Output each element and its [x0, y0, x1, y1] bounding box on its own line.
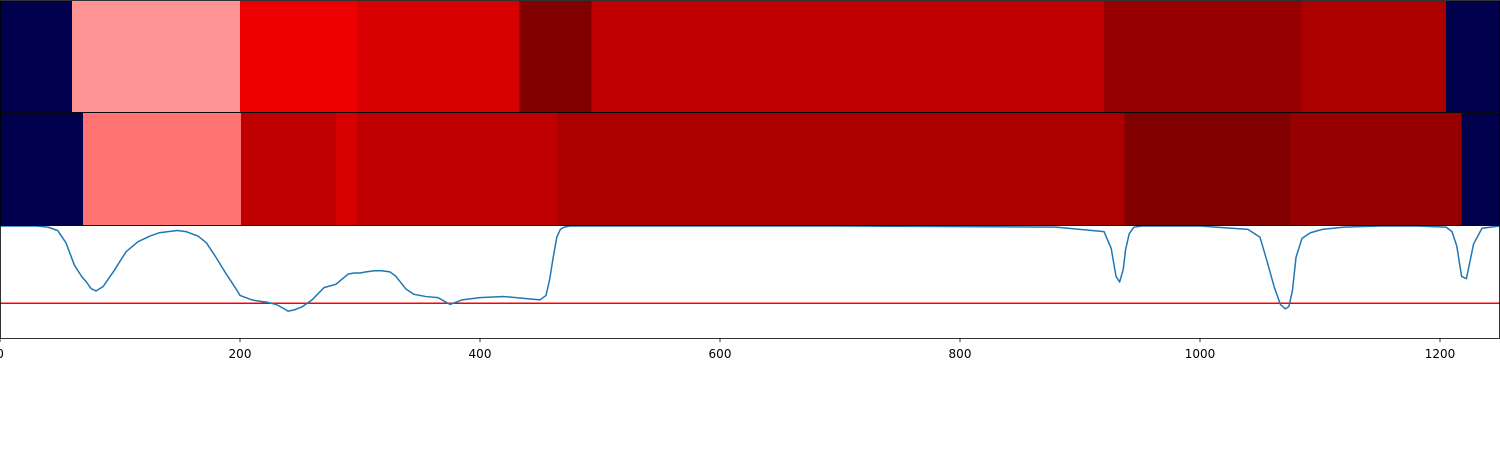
segment-row-top	[0, 1, 1500, 112]
x-tick-label-1000: 1000	[1185, 347, 1216, 361]
segment-0-3	[357, 1, 521, 112]
series-line	[0, 225, 1500, 312]
x-tick-label-200: 200	[229, 347, 252, 361]
line-panel-background	[0, 226, 1500, 338]
segment-1-8	[1461, 113, 1500, 225]
segment-0-2	[240, 1, 359, 112]
line-panel	[0, 225, 1500, 338]
segment-1-3	[336, 113, 357, 225]
segment-1-7	[1290, 113, 1463, 225]
segment-1-0	[0, 113, 84, 225]
segment-0-1	[72, 1, 241, 112]
segment-0-4	[519, 1, 593, 112]
segment-0-5	[591, 1, 1105, 112]
x-tick-label-800: 800	[949, 347, 972, 361]
x-tick-label-0: 0	[0, 347, 4, 361]
x-tick-label-600: 600	[709, 347, 732, 361]
segment-1-6	[1124, 113, 1291, 225]
x-axis: 0 200 400 600 800 1000 1200	[0, 338, 1455, 361]
segment-0-8	[1446, 1, 1500, 112]
x-tick-label-1200: 1200	[1425, 347, 1456, 361]
segment-1-5	[556, 113, 1125, 225]
segment-0-7	[1302, 1, 1447, 112]
segment-0-0	[0, 1, 73, 112]
segment-row-bottom	[0, 113, 1500, 225]
segment-1-4	[356, 113, 558, 225]
x-tick-label-400: 400	[469, 347, 492, 361]
segment-1-1	[82, 113, 242, 225]
segment-0-6	[1104, 1, 1303, 112]
segment-1-2	[241, 113, 337, 225]
